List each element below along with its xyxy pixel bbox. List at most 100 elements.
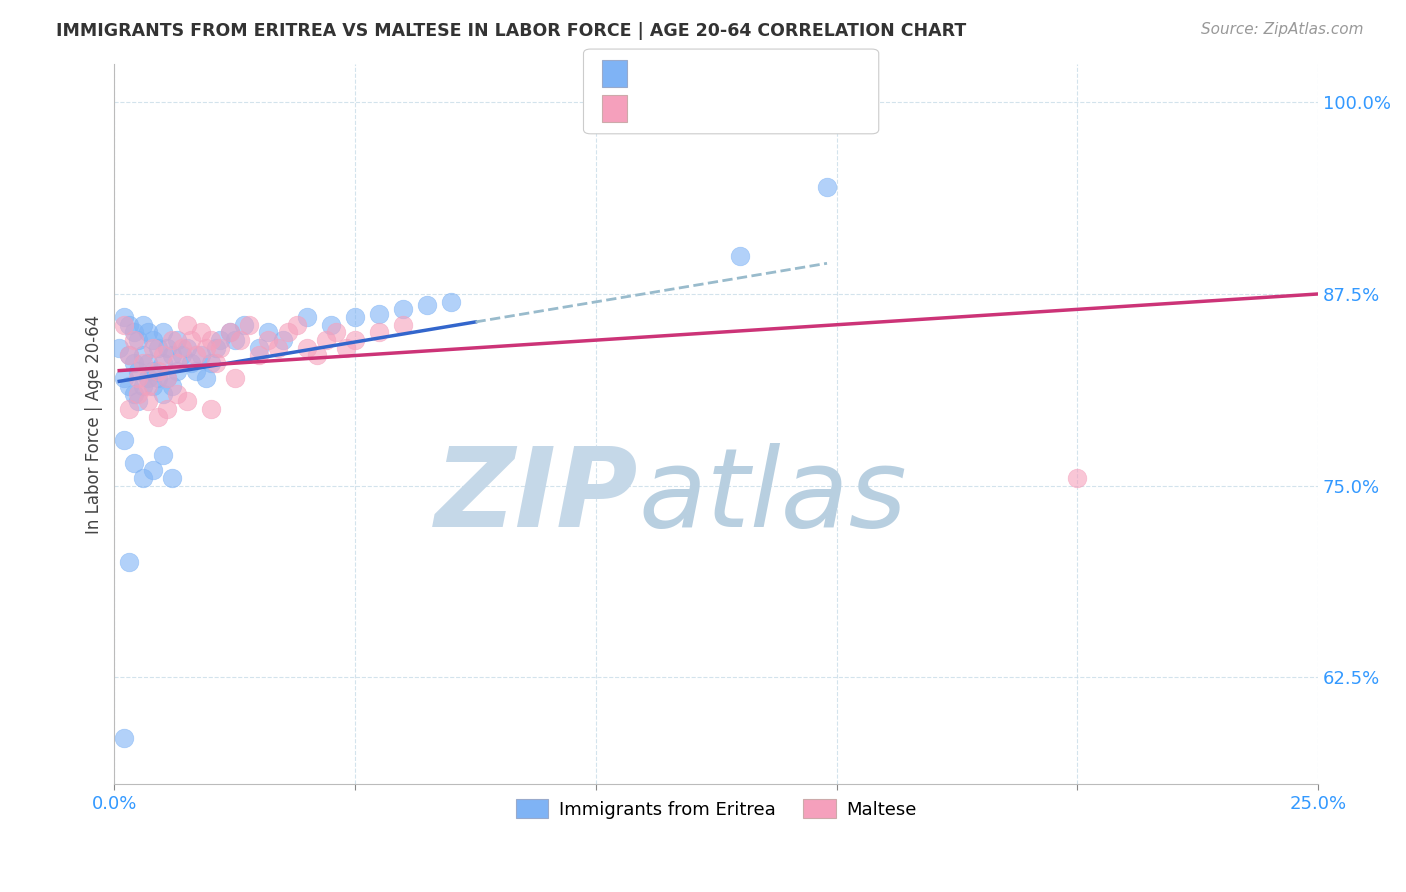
Point: [176, 318, 198, 332]
Point: [219, 326, 242, 340]
Legend: Immigrants from Eritrea, Maltese: Immigrants from Eritrea, Maltese: [509, 792, 924, 826]
Point: [152, 326, 174, 340]
Text: N =: N =: [742, 64, 776, 82]
Point: [152, 348, 174, 362]
Point: [166, 363, 188, 377]
Point: [271, 333, 294, 347]
Point: [166, 356, 188, 370]
Point: [194, 371, 217, 385]
Point: [160, 379, 183, 393]
Point: [344, 333, 367, 347]
Point: [118, 555, 141, 569]
Point: [142, 463, 165, 477]
Point: [112, 318, 135, 332]
Point: [112, 433, 135, 447]
Point: [132, 348, 155, 362]
Point: [170, 348, 193, 362]
Point: [190, 326, 212, 340]
Point: [136, 371, 159, 385]
Point: [127, 371, 149, 385]
Point: [344, 310, 367, 324]
Point: [186, 363, 208, 377]
Point: [132, 471, 155, 485]
Point: [108, 341, 131, 355]
Point: [112, 310, 135, 324]
Point: [132, 356, 155, 370]
Point: [200, 356, 222, 370]
Point: [142, 379, 165, 393]
Point: [118, 348, 141, 362]
Point: [319, 318, 342, 332]
Point: [156, 341, 179, 355]
Point: [146, 341, 169, 355]
Point: [287, 318, 309, 332]
Point: [127, 386, 149, 401]
Point: [112, 731, 135, 746]
Point: [1066, 471, 1088, 485]
Point: [277, 326, 299, 340]
Text: 47: 47: [782, 99, 807, 117]
Point: [127, 394, 149, 409]
Text: R =: R =: [637, 99, 671, 117]
Text: 64: 64: [782, 64, 807, 82]
Point: [209, 333, 232, 347]
Text: 0.195: 0.195: [676, 64, 733, 82]
Text: R =: R =: [637, 64, 671, 82]
Point: [257, 333, 280, 347]
Point: [127, 333, 149, 347]
Point: [160, 471, 183, 485]
Point: [166, 386, 188, 401]
Point: [160, 348, 183, 362]
Point: [122, 326, 145, 340]
Point: [146, 409, 169, 424]
Point: [176, 341, 198, 355]
Point: [170, 341, 193, 355]
Point: [267, 341, 290, 355]
Point: [392, 318, 415, 332]
Point: [156, 371, 179, 385]
Text: N =: N =: [742, 99, 776, 117]
Point: [142, 363, 165, 377]
Text: Source: ZipAtlas.com: Source: ZipAtlas.com: [1201, 22, 1364, 37]
Point: [238, 318, 260, 332]
Point: [136, 394, 159, 409]
Text: ZIP: ZIP: [434, 442, 638, 549]
Point: [112, 371, 135, 385]
Point: [136, 326, 159, 340]
Point: [315, 333, 337, 347]
Point: [122, 456, 145, 470]
Point: [194, 341, 217, 355]
Point: [176, 394, 198, 409]
Point: [335, 341, 357, 355]
Point: [368, 326, 391, 340]
Point: [209, 341, 232, 355]
Point: [204, 341, 226, 355]
Point: [200, 401, 222, 416]
Point: [118, 348, 141, 362]
Point: [152, 356, 174, 370]
Point: [132, 379, 155, 393]
Y-axis label: In Labor Force | Age 20-64: In Labor Force | Age 20-64: [86, 315, 103, 533]
Point: [180, 356, 202, 370]
Point: [257, 326, 280, 340]
Point: [122, 356, 145, 370]
Point: [440, 294, 463, 309]
Point: [118, 379, 141, 393]
Point: [136, 379, 159, 393]
Point: [146, 363, 169, 377]
Point: [122, 333, 145, 347]
Point: [200, 333, 222, 347]
Point: [305, 348, 328, 362]
Text: IMMIGRANTS FROM ERITREA VS MALTESE IN LABOR FORCE | AGE 20-64 CORRELATION CHART: IMMIGRANTS FROM ERITREA VS MALTESE IN LA…: [56, 22, 966, 40]
Point: [295, 341, 318, 355]
Point: [416, 298, 439, 312]
Point: [730, 249, 752, 263]
Point: [132, 318, 155, 332]
Point: [152, 386, 174, 401]
Text: atlas: atlas: [638, 442, 907, 549]
Point: [142, 333, 165, 347]
Point: [127, 363, 149, 377]
Point: [156, 401, 179, 416]
Point: [156, 371, 179, 385]
Text: 0.133: 0.133: [676, 99, 733, 117]
